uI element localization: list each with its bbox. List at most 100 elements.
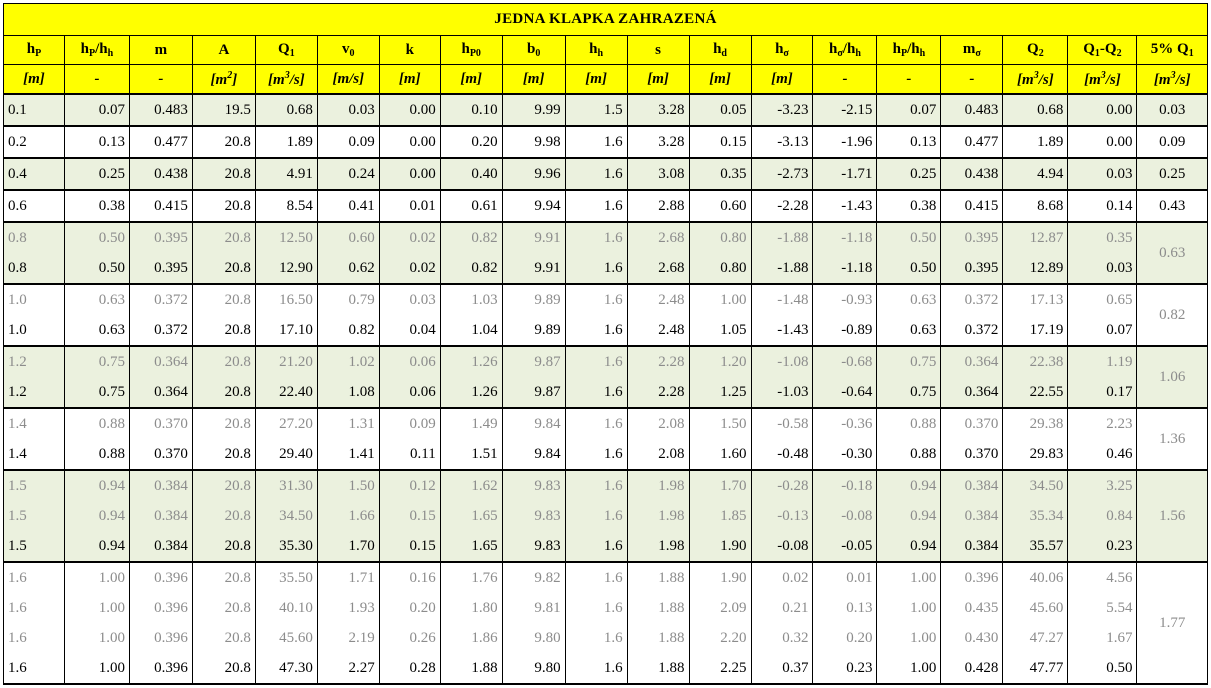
- column-symbol: h: [713, 41, 722, 57]
- table-cell: 47.77: [1002, 653, 1069, 685]
- table-cell: 34.50: [254, 501, 318, 531]
- table-cell: 0.13: [63, 125, 130, 159]
- table-cell: 9.80: [501, 623, 566, 653]
- table-cell: 0.03: [1067, 253, 1138, 285]
- column-subscript: d: [721, 48, 727, 59]
- column-subscript: 1: [289, 48, 295, 59]
- table-cell: 0.13: [812, 593, 878, 623]
- table-cell: 9.83: [501, 501, 566, 531]
- column-symbol: Q: [1027, 41, 1039, 57]
- table-cell: 1.26: [439, 377, 503, 409]
- table-cell: 0.395: [128, 221, 193, 253]
- table-cell: 1.6: [564, 531, 628, 563]
- table-cell: 0.372: [940, 315, 1004, 347]
- table-cell: 0.63: [876, 283, 942, 315]
- five-percent-q1-cell: 0.09: [1136, 125, 1208, 159]
- table-cell: 1.0: [3, 315, 65, 347]
- five-percent-q1-cell: 0.43: [1136, 189, 1208, 223]
- table-cell: 1.00: [63, 623, 130, 653]
- table-row: 1.6 1.00 0.396 20.8 45.60 2.19 0.26 1.86 9.80 1.6…: [3, 623, 1208, 653]
- column-symbol: /h: [95, 41, 108, 57]
- column-symbol: h: [589, 41, 598, 57]
- unit-text: [m]: [398, 70, 421, 87]
- unit-text: -: [842, 70, 848, 87]
- unit-text: [m: [210, 71, 228, 88]
- table-cell: 1.98: [626, 469, 690, 501]
- table-cell: 1.6: [564, 407, 628, 439]
- table-cell: 0.438: [128, 157, 193, 191]
- table-cell: 16.50: [254, 283, 318, 315]
- table-cell: 8.68: [1002, 189, 1069, 223]
- column-symbol: h: [829, 41, 838, 57]
- table-cell: 2.48: [626, 283, 690, 315]
- table-cell: 9.89: [501, 315, 566, 347]
- table-cell: 0.1: [3, 93, 65, 127]
- table-cell: 0.483: [940, 93, 1004, 127]
- column-symbol: m: [962, 41, 976, 57]
- column-unit: -: [940, 64, 1004, 95]
- column-symbol: h: [892, 41, 901, 57]
- table-cell: 0.384: [940, 469, 1004, 501]
- table-cell: 29.38: [1002, 407, 1069, 439]
- table-cell: 20.8: [191, 501, 256, 531]
- table-cell: -1.88: [750, 253, 814, 285]
- table-cell: 0.396: [128, 561, 193, 593]
- unit-text: /s]: [1038, 71, 1054, 88]
- table-cell: -0.93: [812, 283, 878, 315]
- table-cell: 1.6: [564, 439, 628, 471]
- table-cell: 0.35: [688, 157, 752, 191]
- table-cell: 22.38: [1002, 345, 1069, 377]
- table-cell: 9.91: [501, 221, 566, 253]
- table-cell: 9.94: [501, 189, 566, 223]
- table-cell: 1.6: [564, 157, 628, 191]
- table-title: JEDNA KLAPKA ZAHRAZENÁ: [3, 3, 1208, 36]
- table-cell: 9.98: [501, 125, 566, 159]
- table-cell: 4.91: [254, 157, 318, 191]
- table-cell: 0.88: [876, 439, 942, 471]
- column-symbol: h: [461, 41, 470, 57]
- table-cell: 1.20: [688, 345, 752, 377]
- table-cell: 0.60: [688, 189, 752, 223]
- table-cell: 0.2: [3, 125, 65, 159]
- table-cell: 0.80: [688, 221, 752, 253]
- column-subscript: 2: [1038, 48, 1044, 59]
- unit-text: -: [94, 70, 100, 87]
- table-cell: 9.80: [501, 653, 566, 685]
- table-cell: 0.21: [750, 593, 814, 623]
- column-subscript: 1: [1094, 48, 1100, 59]
- table-cell: 1.6: [3, 623, 65, 653]
- table-cell: 0.15: [688, 125, 752, 159]
- table-cell: 0.50: [876, 253, 942, 285]
- table-cell: 19.5: [191, 93, 256, 127]
- table-cell: 0.82: [439, 221, 503, 253]
- table-cell: 2.20: [688, 623, 752, 653]
- table-cell: 0.50: [1067, 653, 1138, 685]
- column-header: hσ: [750, 35, 814, 65]
- table-cell: -0.89: [812, 315, 878, 347]
- table-cell: 3.28: [626, 93, 690, 127]
- table-cell: 20.8: [191, 653, 256, 685]
- column-subscript: h: [919, 48, 926, 59]
- column-unit: [m3/s]: [254, 64, 318, 95]
- column-unit: [m]: [564, 64, 628, 95]
- table-cell: 1.98: [626, 501, 690, 531]
- table-cell: 1.6: [564, 315, 628, 347]
- table-cell: 0.364: [940, 377, 1004, 409]
- column-unit: -: [812, 64, 878, 95]
- table-cell: 2.23: [1067, 407, 1138, 439]
- unit-superscript: 2: [227, 69, 233, 81]
- table-cell: 1.00: [63, 653, 130, 685]
- table-cell: -2.15: [812, 93, 878, 127]
- table-cell: -0.58: [750, 407, 814, 439]
- table-cell: 35.30: [254, 531, 318, 563]
- table-cell: -2.28: [750, 189, 814, 223]
- table-cell: 2.19: [316, 623, 380, 653]
- table-cell: -0.64: [812, 377, 878, 409]
- five-percent-q1-cell: 1.36: [1136, 407, 1208, 470]
- table-cell: 9.87: [501, 345, 566, 377]
- column-symbol: h: [80, 41, 90, 57]
- table-cell: 31.30: [254, 469, 318, 501]
- table-cell: 0.94: [876, 469, 942, 501]
- table-cell: 0.32: [750, 623, 814, 653]
- table-cell: 1.4: [3, 407, 65, 439]
